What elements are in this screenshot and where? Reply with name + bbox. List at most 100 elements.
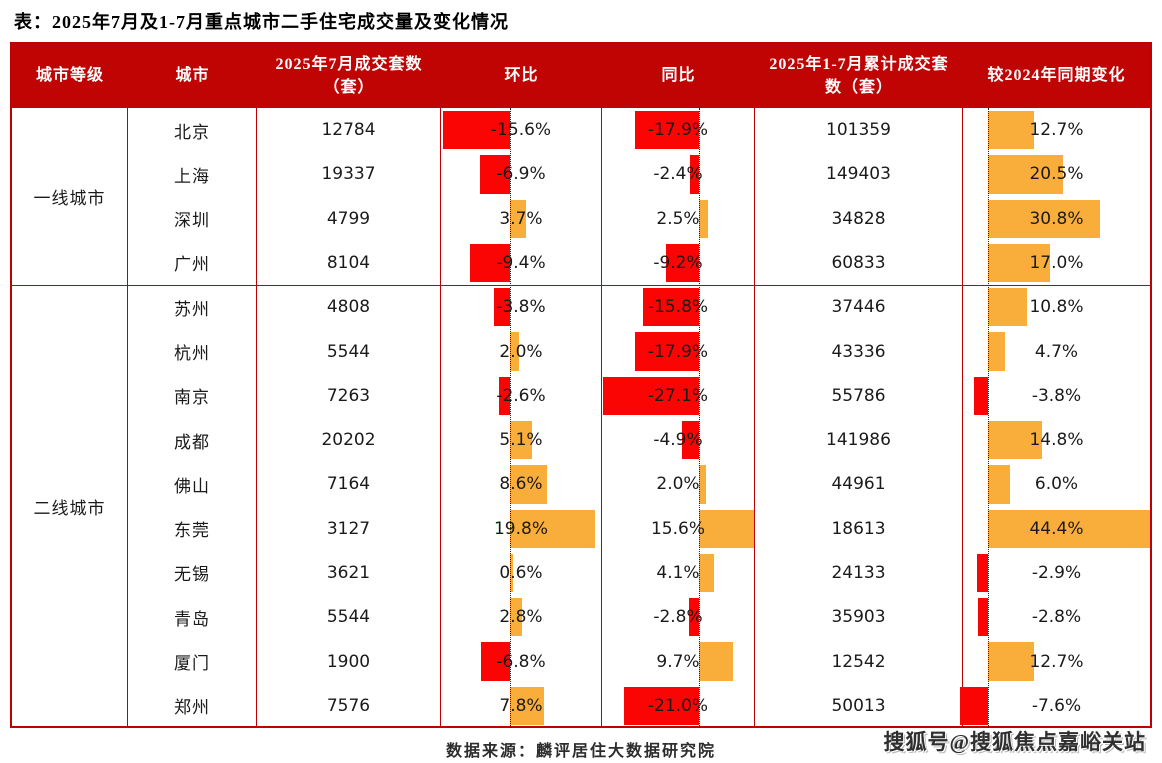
mom-change-bar xyxy=(510,553,513,593)
july-transactions-value: 4799 xyxy=(257,196,441,241)
yoy-change-cell: -2.8% xyxy=(602,595,755,640)
vs2024-change-bar xyxy=(988,642,1035,681)
cumulative-transactions-value: 141986 xyxy=(755,417,963,463)
yoy-change-value: -9.2% xyxy=(653,252,703,273)
vs2024-change-cell: 30.8% xyxy=(963,197,1150,241)
mom-change-cell: -9.4% xyxy=(441,240,602,286)
table-body: 一线城市 二线城市 北京 12784 -15.6% -17.9% 101359 … xyxy=(12,108,1151,728)
vs2024-change-value: -2.9% xyxy=(1031,562,1082,583)
city-name: 苏州 xyxy=(128,285,257,330)
mom-change-value: 0.6% xyxy=(499,562,543,583)
mom-change-bar xyxy=(493,288,510,327)
july-transactions-value: 3127 xyxy=(257,506,441,551)
tier-column: 一线城市 二线城市 xyxy=(12,108,128,728)
table-row: 郑州 7576 7.8% -21.0% 50013 -7.6% xyxy=(128,683,1150,728)
data-source-note: 数据来源：麟评居住大数据研究院 xyxy=(445,743,716,760)
vs2024-change-cell: -2.8% xyxy=(963,595,1150,639)
mom-change-value: -15.6% xyxy=(490,120,552,141)
cumulative-transactions-value: 12542 xyxy=(755,639,963,684)
cumulative-transactions-value: 35903 xyxy=(755,595,963,640)
yoy-change-value: -27.1% xyxy=(647,385,709,406)
cumulative-transactions-value: 44961 xyxy=(755,462,963,507)
vs2024-change-cell: 17.0% xyxy=(963,241,1150,285)
vs2024-change-value: 10.8% xyxy=(1029,297,1084,318)
vs2024-change-value: -7.6% xyxy=(1031,695,1082,716)
mom-change-bar xyxy=(480,642,510,681)
mom-change-value: -3.8% xyxy=(496,297,546,318)
yoy-change-cell: -9.2% xyxy=(602,240,755,286)
yoy-change-value: -21.0% xyxy=(647,695,709,716)
vs2024-change-cell: 14.8% xyxy=(963,418,1150,462)
yoy-change-bar xyxy=(690,155,699,194)
vs2024-zero-line xyxy=(988,108,989,728)
yoy-change-cell: 4.1% xyxy=(602,550,755,596)
cumulative-transactions-value: 37446 xyxy=(755,285,963,330)
vs2024-change-bar xyxy=(977,553,988,593)
vs2024-change-value: -2.8% xyxy=(1031,607,1082,628)
yoy-change-value: 9.7% xyxy=(656,651,700,672)
yoy-change-value: -4.9% xyxy=(653,430,703,451)
city-name: 广州 xyxy=(128,240,257,286)
mom-change-value: -9.4% xyxy=(496,252,546,273)
yoy-change-value: 2.5% xyxy=(656,208,700,229)
yoy-change-bar xyxy=(666,243,699,283)
mom-change-value: -2.6% xyxy=(496,385,546,406)
yoy-change-bar xyxy=(642,288,699,327)
mom-change-bar xyxy=(510,509,596,548)
table-row: 成都 20202 5.1% -4.9% 141986 14.8% xyxy=(128,417,1150,463)
mom-change-bar xyxy=(510,598,523,637)
table-row: 无锡 3621 0.6% 4.1% 24133 -2.9% xyxy=(128,550,1150,596)
yoy-change-bar xyxy=(699,642,734,681)
mom-change-value: -6.9% xyxy=(496,164,546,185)
vs2024-change-bar xyxy=(960,686,988,725)
yoy-change-cell: 2.0% xyxy=(602,462,755,507)
mom-change-value: 2.8% xyxy=(499,607,543,628)
yoy-zero-line xyxy=(699,108,700,728)
mom-change-cell: 19.8% xyxy=(441,506,602,551)
yoy-change-cell: -21.0% xyxy=(602,683,755,728)
yoy-change-bar xyxy=(699,509,755,548)
header-yoy-change: 同比 xyxy=(661,67,696,85)
vs2024-change-cell: -3.8% xyxy=(963,374,1150,418)
vs2024-change-bar xyxy=(988,332,1006,371)
vs2024-change-cell: 6.0% xyxy=(963,462,1150,506)
yoy-change-cell: -2.4% xyxy=(602,152,755,197)
mom-change-cell: -15.6% xyxy=(441,108,602,153)
mom-change-bar xyxy=(480,155,510,194)
table-row: 深圳 4799 3.7% 2.5% 34828 30.8% xyxy=(128,196,1150,241)
yoy-change-bar xyxy=(699,465,707,504)
mom-change-bar xyxy=(510,686,544,725)
july-transactions-value: 1900 xyxy=(257,639,441,684)
mom-change-cell: 0.6% xyxy=(441,550,602,596)
vs2024-change-value: 30.8% xyxy=(1029,208,1084,229)
vs2024-change-value: 6.0% xyxy=(1034,474,1079,495)
july-transactions-value: 19337 xyxy=(257,152,441,197)
july-transactions-value: 7576 xyxy=(257,683,441,728)
vs2024-change-cell: 12.7% xyxy=(963,639,1150,683)
july-transactions-value: 20202 xyxy=(257,417,441,463)
vs2024-change-value: 4.7% xyxy=(1034,341,1079,362)
vs2024-change-bar xyxy=(988,420,1043,460)
city-name: 郑州 xyxy=(128,683,257,728)
vs2024-change-value: 14.8% xyxy=(1029,430,1084,451)
housing-data-table: 城市等级 城市 2025年7月成交套数（套） 环比 同比 2025年1-7月累计… xyxy=(10,42,1152,728)
table-row: 杭州 5544 2.0% -17.9% 43336 4.7% xyxy=(128,329,1150,374)
vs2024-change-cell: 44.4% xyxy=(963,507,1151,551)
yoy-change-value: 4.1% xyxy=(656,562,700,583)
mom-change-cell: 7.8% xyxy=(441,683,602,728)
vs2024-change-bar xyxy=(988,509,1151,548)
mom-change-cell: 3.7% xyxy=(441,196,602,241)
table-row: 广州 8104 -9.4% -9.2% 60833 17.0% xyxy=(128,240,1150,286)
page-title: 表：2025年7月及1-7月重点城市二手住宅成交量及变化情况 xyxy=(14,12,509,32)
table-row: 厦门 1900 -6.8% 9.7% 12542 12.7% xyxy=(128,639,1150,684)
yoy-change-value: 2.0% xyxy=(656,474,700,495)
yoy-change-cell: 15.6% xyxy=(602,506,755,551)
yoy-change-cell: -4.9% xyxy=(602,417,755,463)
vs2024-change-bar xyxy=(977,598,988,637)
tier-label-tier2: 二线城市 xyxy=(33,499,106,518)
vs2024-change-cell: 20.5% xyxy=(963,152,1150,196)
mom-change-cell: 5.1% xyxy=(441,417,602,463)
city-name: 成都 xyxy=(128,417,257,463)
mom-change-cell: -6.8% xyxy=(441,639,602,684)
vs2024-change-cell: -2.9% xyxy=(963,551,1150,595)
